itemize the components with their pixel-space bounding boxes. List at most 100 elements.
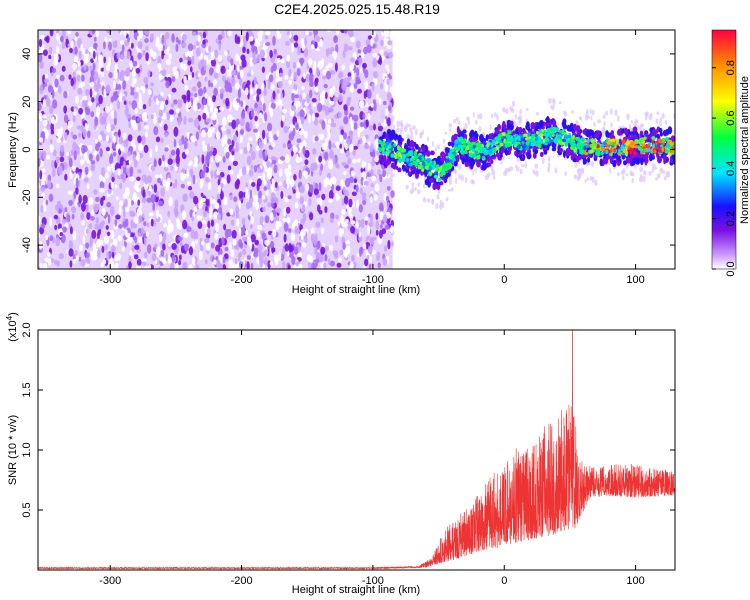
heatmap-cell <box>425 161 428 166</box>
heatmap-cell <box>331 176 337 185</box>
heatmap-cell <box>562 150 566 158</box>
heatmap-cell <box>80 259 86 267</box>
heatmap-cell <box>160 137 164 144</box>
heatmap-cell <box>87 130 91 139</box>
heatmap-cell <box>227 30 232 37</box>
heatmap-cell <box>213 259 217 265</box>
heatmap-cell <box>52 67 56 74</box>
heatmap-cell <box>334 235 339 243</box>
heatmap-cell <box>573 149 577 153</box>
heatmap-cell <box>77 87 83 95</box>
heatmap-cell <box>93 203 99 213</box>
heatmap-cell <box>341 209 346 215</box>
heatmap-cell <box>39 84 44 95</box>
heatmap-cell <box>326 124 331 134</box>
heatmap-cell <box>183 96 187 104</box>
heatmap-cell <box>658 139 663 144</box>
heatmap-cell <box>146 197 152 203</box>
heatmap-cell <box>442 138 446 144</box>
heatmap-cell <box>230 58 234 66</box>
heatmap-cell <box>131 83 135 88</box>
heatmap-cell <box>664 119 668 125</box>
heatmap-cell <box>122 80 127 90</box>
heatmap-cell <box>118 224 123 229</box>
heatmap-cell <box>90 69 95 77</box>
heatmap-cell <box>643 148 647 153</box>
heatmap-cell <box>323 178 328 188</box>
heatmap-cell <box>142 104 147 110</box>
heatmap-cell <box>100 167 106 177</box>
heatmap-cell <box>566 124 571 132</box>
heatmap-cell <box>42 152 46 160</box>
heatmap-cell <box>146 222 150 228</box>
heatmap-cell <box>299 109 305 118</box>
heatmap-cell <box>269 107 274 118</box>
heatmap-cell <box>585 130 590 138</box>
heatmap-cell <box>42 99 46 107</box>
heatmap-cell <box>222 264 227 269</box>
heatmap-cell <box>123 208 126 219</box>
heatmap-cell <box>581 168 585 175</box>
heatmap-cell <box>182 261 188 269</box>
heatmap-cell <box>76 74 81 82</box>
heatmap-cell <box>366 235 371 240</box>
heatmap-cell <box>300 128 305 136</box>
heatmap-cell <box>105 225 109 230</box>
heatmap-cell <box>201 240 205 246</box>
heatmap-cell <box>369 238 374 245</box>
heatmap-cell <box>222 256 226 264</box>
heatmap-cell <box>303 131 308 139</box>
heatmap-cell <box>55 156 60 164</box>
heatmap-cell <box>75 255 79 261</box>
heatmap-cell <box>151 253 157 262</box>
heatmap-cell <box>526 107 529 112</box>
heatmap-cell <box>179 254 182 261</box>
heatmap-cell <box>351 255 355 261</box>
heatmap-cell <box>343 171 347 176</box>
heatmap-cell <box>122 221 127 228</box>
heatmap-cell <box>257 243 263 252</box>
heatmap-cell <box>276 30 280 37</box>
heatmap-cell <box>337 221 341 227</box>
heatmap-cell <box>492 175 496 180</box>
heatmap-cell <box>330 212 335 220</box>
heatmap-cell <box>291 92 295 102</box>
heatmap-cell <box>136 207 142 218</box>
heatmap-cell <box>429 177 434 183</box>
heatmap-cell <box>201 154 205 165</box>
heatmap-cell <box>603 141 606 146</box>
heatmap-cell <box>132 195 137 203</box>
heatmap-cell <box>136 117 141 123</box>
heatmap-cell <box>300 218 305 225</box>
heatmap-cell <box>291 42 295 53</box>
heatmap-cell <box>328 140 332 150</box>
heatmap-cell <box>141 112 147 123</box>
heatmap-cell <box>426 136 430 142</box>
heatmap-cell <box>383 100 387 106</box>
heatmap-cell <box>285 41 290 46</box>
heatmap-cell <box>158 200 164 207</box>
heatmap-cell <box>248 169 254 177</box>
heatmap-cell <box>302 92 306 99</box>
heatmap-cell <box>375 212 379 220</box>
heatmap-cell <box>204 259 208 265</box>
heatmap-cell <box>43 95 47 100</box>
heatmap-cell <box>523 133 528 137</box>
heatmap-cell <box>107 214 111 224</box>
heatmap-cell <box>102 195 106 201</box>
heatmap-cell <box>433 175 439 179</box>
heatmap-cell <box>182 33 187 42</box>
heatmap-cell <box>633 151 637 156</box>
heatmap-cell <box>213 72 219 79</box>
heatmap-cell <box>662 170 666 174</box>
heatmap-cell <box>458 163 462 170</box>
heatmap-cell <box>324 254 328 262</box>
heatmap-cell <box>526 152 532 160</box>
heatmap-cell <box>601 131 605 138</box>
heatmap-cell <box>639 124 643 132</box>
heatmap-cell <box>325 92 328 100</box>
heatmap-cell <box>195 131 200 141</box>
heatmap-cell <box>617 161 621 167</box>
heatmap-cell <box>56 74 61 80</box>
heatmap-cell <box>174 199 179 209</box>
